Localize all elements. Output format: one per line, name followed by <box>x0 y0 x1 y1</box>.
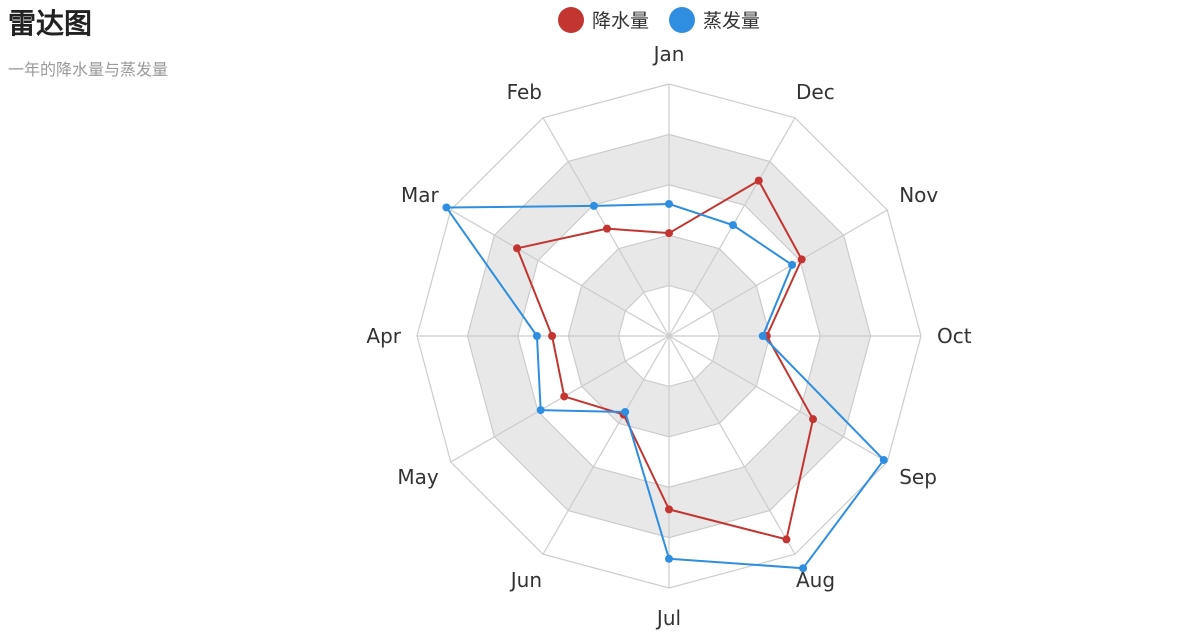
data-point-precipitation-jul <box>665 505 673 514</box>
axis-line-jun <box>542 335 670 555</box>
data-point-evaporation-nov <box>788 260 797 269</box>
legend-label-evaporation: 蒸发量 <box>703 10 761 32</box>
legend-swatch-evaporation <box>669 6 696 33</box>
axis-label-apr: Apr <box>366 324 401 348</box>
data-point-evaporation-apr <box>532 332 541 340</box>
axis-line-may <box>450 335 670 463</box>
axis-label-jun: Jun <box>509 568 542 592</box>
axis-line-nov <box>668 209 888 337</box>
data-point-precipitation-jan <box>665 229 673 238</box>
data-point-evaporation-aug <box>799 564 808 573</box>
data-point-precipitation-nov <box>797 255 806 264</box>
chart-title: 雷达图 <box>8 7 93 40</box>
axis-line-sep <box>668 335 888 463</box>
data-point-precipitation-feb <box>603 224 612 233</box>
data-point-evaporation-jun <box>621 407 630 416</box>
data-point-evaporation-oct <box>758 332 767 340</box>
axis-line-aug <box>668 335 796 555</box>
axis-label-oct: Oct <box>937 324 972 348</box>
axis-label-aug: Aug <box>796 568 835 592</box>
data-point-evaporation-dec <box>729 221 738 230</box>
chart-subtitle: 一年的降水量与蒸发量 <box>8 60 169 79</box>
legend-item-precipitation[interactable]: 降水量 <box>558 6 649 33</box>
data-point-evaporation-feb <box>589 201 598 210</box>
axis-label-nov: Nov <box>899 183 938 207</box>
data-point-evaporation-mar <box>442 203 451 212</box>
data-point-evaporation-jan <box>665 199 673 208</box>
axis-label-feb: Feb <box>507 80 542 104</box>
axis-label-jul: Jul <box>655 606 681 630</box>
data-point-evaporation-jul <box>665 554 673 563</box>
axis-label-mar: Mar <box>401 183 440 207</box>
data-point-precipitation-may <box>560 392 569 401</box>
data-point-precipitation-mar <box>513 244 522 253</box>
legend-swatch-precipitation <box>558 6 584 33</box>
data-point-precipitation-sep <box>809 415 818 424</box>
data-point-evaporation-sep <box>879 455 888 464</box>
data-point-precipitation-apr <box>548 332 557 340</box>
axis-label-dec: Dec <box>796 80 835 104</box>
axis-line-mar <box>450 209 670 337</box>
axis-label-may: May <box>397 465 439 489</box>
data-point-precipitation-aug <box>782 535 791 544</box>
data-point-evaporation-may <box>536 406 545 415</box>
axis-label-sep: Sep <box>899 465 937 489</box>
legend-label-precipitation: 降水量 <box>592 10 650 32</box>
axis-label-jan: Jan <box>652 42 685 66</box>
data-point-precipitation-dec <box>754 176 763 185</box>
legend: 降水量 蒸发量 <box>558 6 780 33</box>
legend-item-evaporation[interactable]: 蒸发量 <box>669 6 760 33</box>
